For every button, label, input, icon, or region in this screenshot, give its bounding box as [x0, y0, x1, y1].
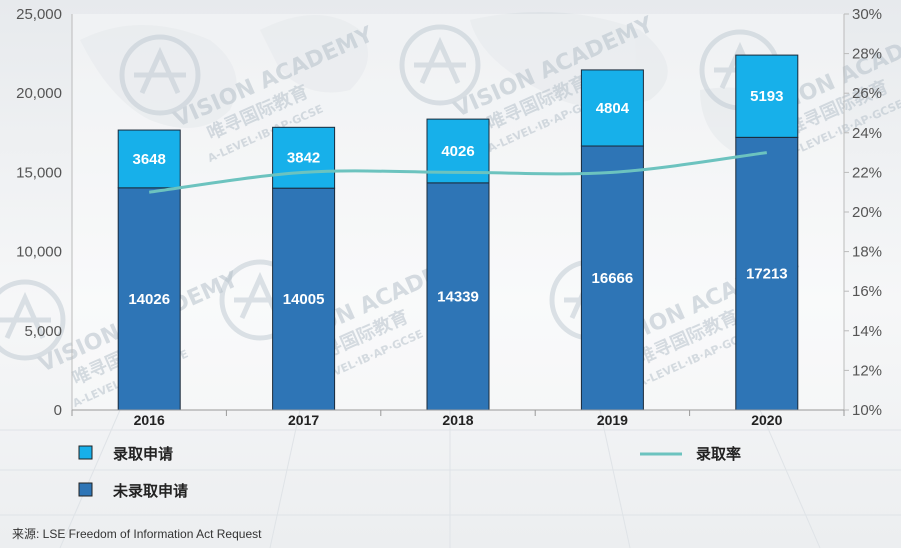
watermark-logo-ring: [0, 279, 66, 361]
data-label-admitted-2016: 3648: [133, 151, 166, 168]
y2-tick-label-0: 10%: [852, 402, 882, 419]
data-label-admitted-2019: 4804: [596, 100, 630, 117]
data-label-rejected-2016: 14026: [128, 291, 170, 308]
y-tick-label-1: 5,000: [24, 323, 62, 340]
x-tick-label-2020: 2020: [751, 412, 782, 428]
y2-tick-label-7: 24%: [852, 125, 882, 142]
x-tick-label-2018: 2018: [442, 412, 473, 428]
bar-admitted-2019: [580, 69, 644, 147]
data-labels-layer: 14026 3648 14005 3842 14339 4026 16666 4804 1721…: [128, 88, 787, 308]
legend-swatch-rejected: [78, 482, 93, 497]
x-tick-label-2019: 2019: [597, 412, 628, 428]
bar-rejected-2017: [272, 187, 336, 411]
legend-label-rate: 录取率: [696, 445, 741, 463]
watermark-logo-mark: [134, 46, 186, 95]
y2-tick-label-2: 14%: [852, 323, 882, 340]
data-label-rejected-2018: 14339: [437, 288, 479, 305]
data-label-rejected-2019: 16666: [592, 270, 634, 287]
watermark-logo-mark: [414, 36, 466, 85]
floor-grid: [0, 409, 901, 548]
watermark-logo-mark: [0, 291, 51, 340]
data-label-admitted-2020: 5193: [750, 88, 783, 105]
y2-tick-label-4: 18%: [852, 244, 882, 261]
watermark-logo-ring: [119, 34, 201, 116]
y-tick-label-4: 20,000: [16, 85, 62, 102]
y2-tick-label-10: 30%: [852, 6, 882, 23]
data-label-admitted-2017: 3842: [287, 150, 320, 167]
bars-layer: [117, 54, 799, 411]
y2-tick-label-1: 12%: [852, 362, 882, 379]
y-tick-label-5: 25,000: [16, 6, 62, 23]
rate-line-layer: [149, 151, 767, 194]
y2-tick-label-3: 16%: [852, 283, 882, 300]
x-tick-label-2016: 2016: [134, 412, 165, 428]
bar-rejected-2018: [426, 182, 490, 411]
bar-admitted-2017: [272, 126, 336, 189]
y2-tick-label-5: 20%: [852, 204, 882, 221]
legend-label-rejected: 未录取申请: [112, 482, 188, 500]
x-tick-label-2017: 2017: [288, 412, 319, 428]
legend: 录取申请 未录取申请 录取率: [78, 445, 741, 500]
y-tick-label-3: 15,000: [16, 164, 62, 181]
legend-label-admitted: 录取申请: [113, 445, 173, 463]
data-label-rejected-2020: 17213: [746, 266, 788, 283]
y2-tick-label-9: 28%: [852, 46, 882, 63]
bar-admitted-2020: [735, 54, 799, 138]
y-tick-label-0: 0: [54, 402, 62, 419]
y-tick-label-2: 10,000: [16, 244, 62, 261]
legend-swatch-admitted: [78, 445, 93, 460]
data-label-admitted-2018: 4026: [441, 143, 474, 160]
y2-tick-label-6: 22%: [852, 164, 882, 181]
source-note: 来源: LSE Freedom of Information Act Reque…: [12, 527, 262, 541]
bar-rejected-2016: [117, 187, 181, 411]
y2-tick-label-8: 26%: [852, 85, 882, 102]
watermark-logo-ring: [399, 24, 481, 106]
axes-layer: 0 5,000 10,000 15,000 20,000 25,000 10% 12% 14% 1…: [16, 6, 882, 428]
data-label-rejected-2017: 14005: [283, 291, 325, 308]
bar-admitted-2016: [117, 129, 181, 189]
